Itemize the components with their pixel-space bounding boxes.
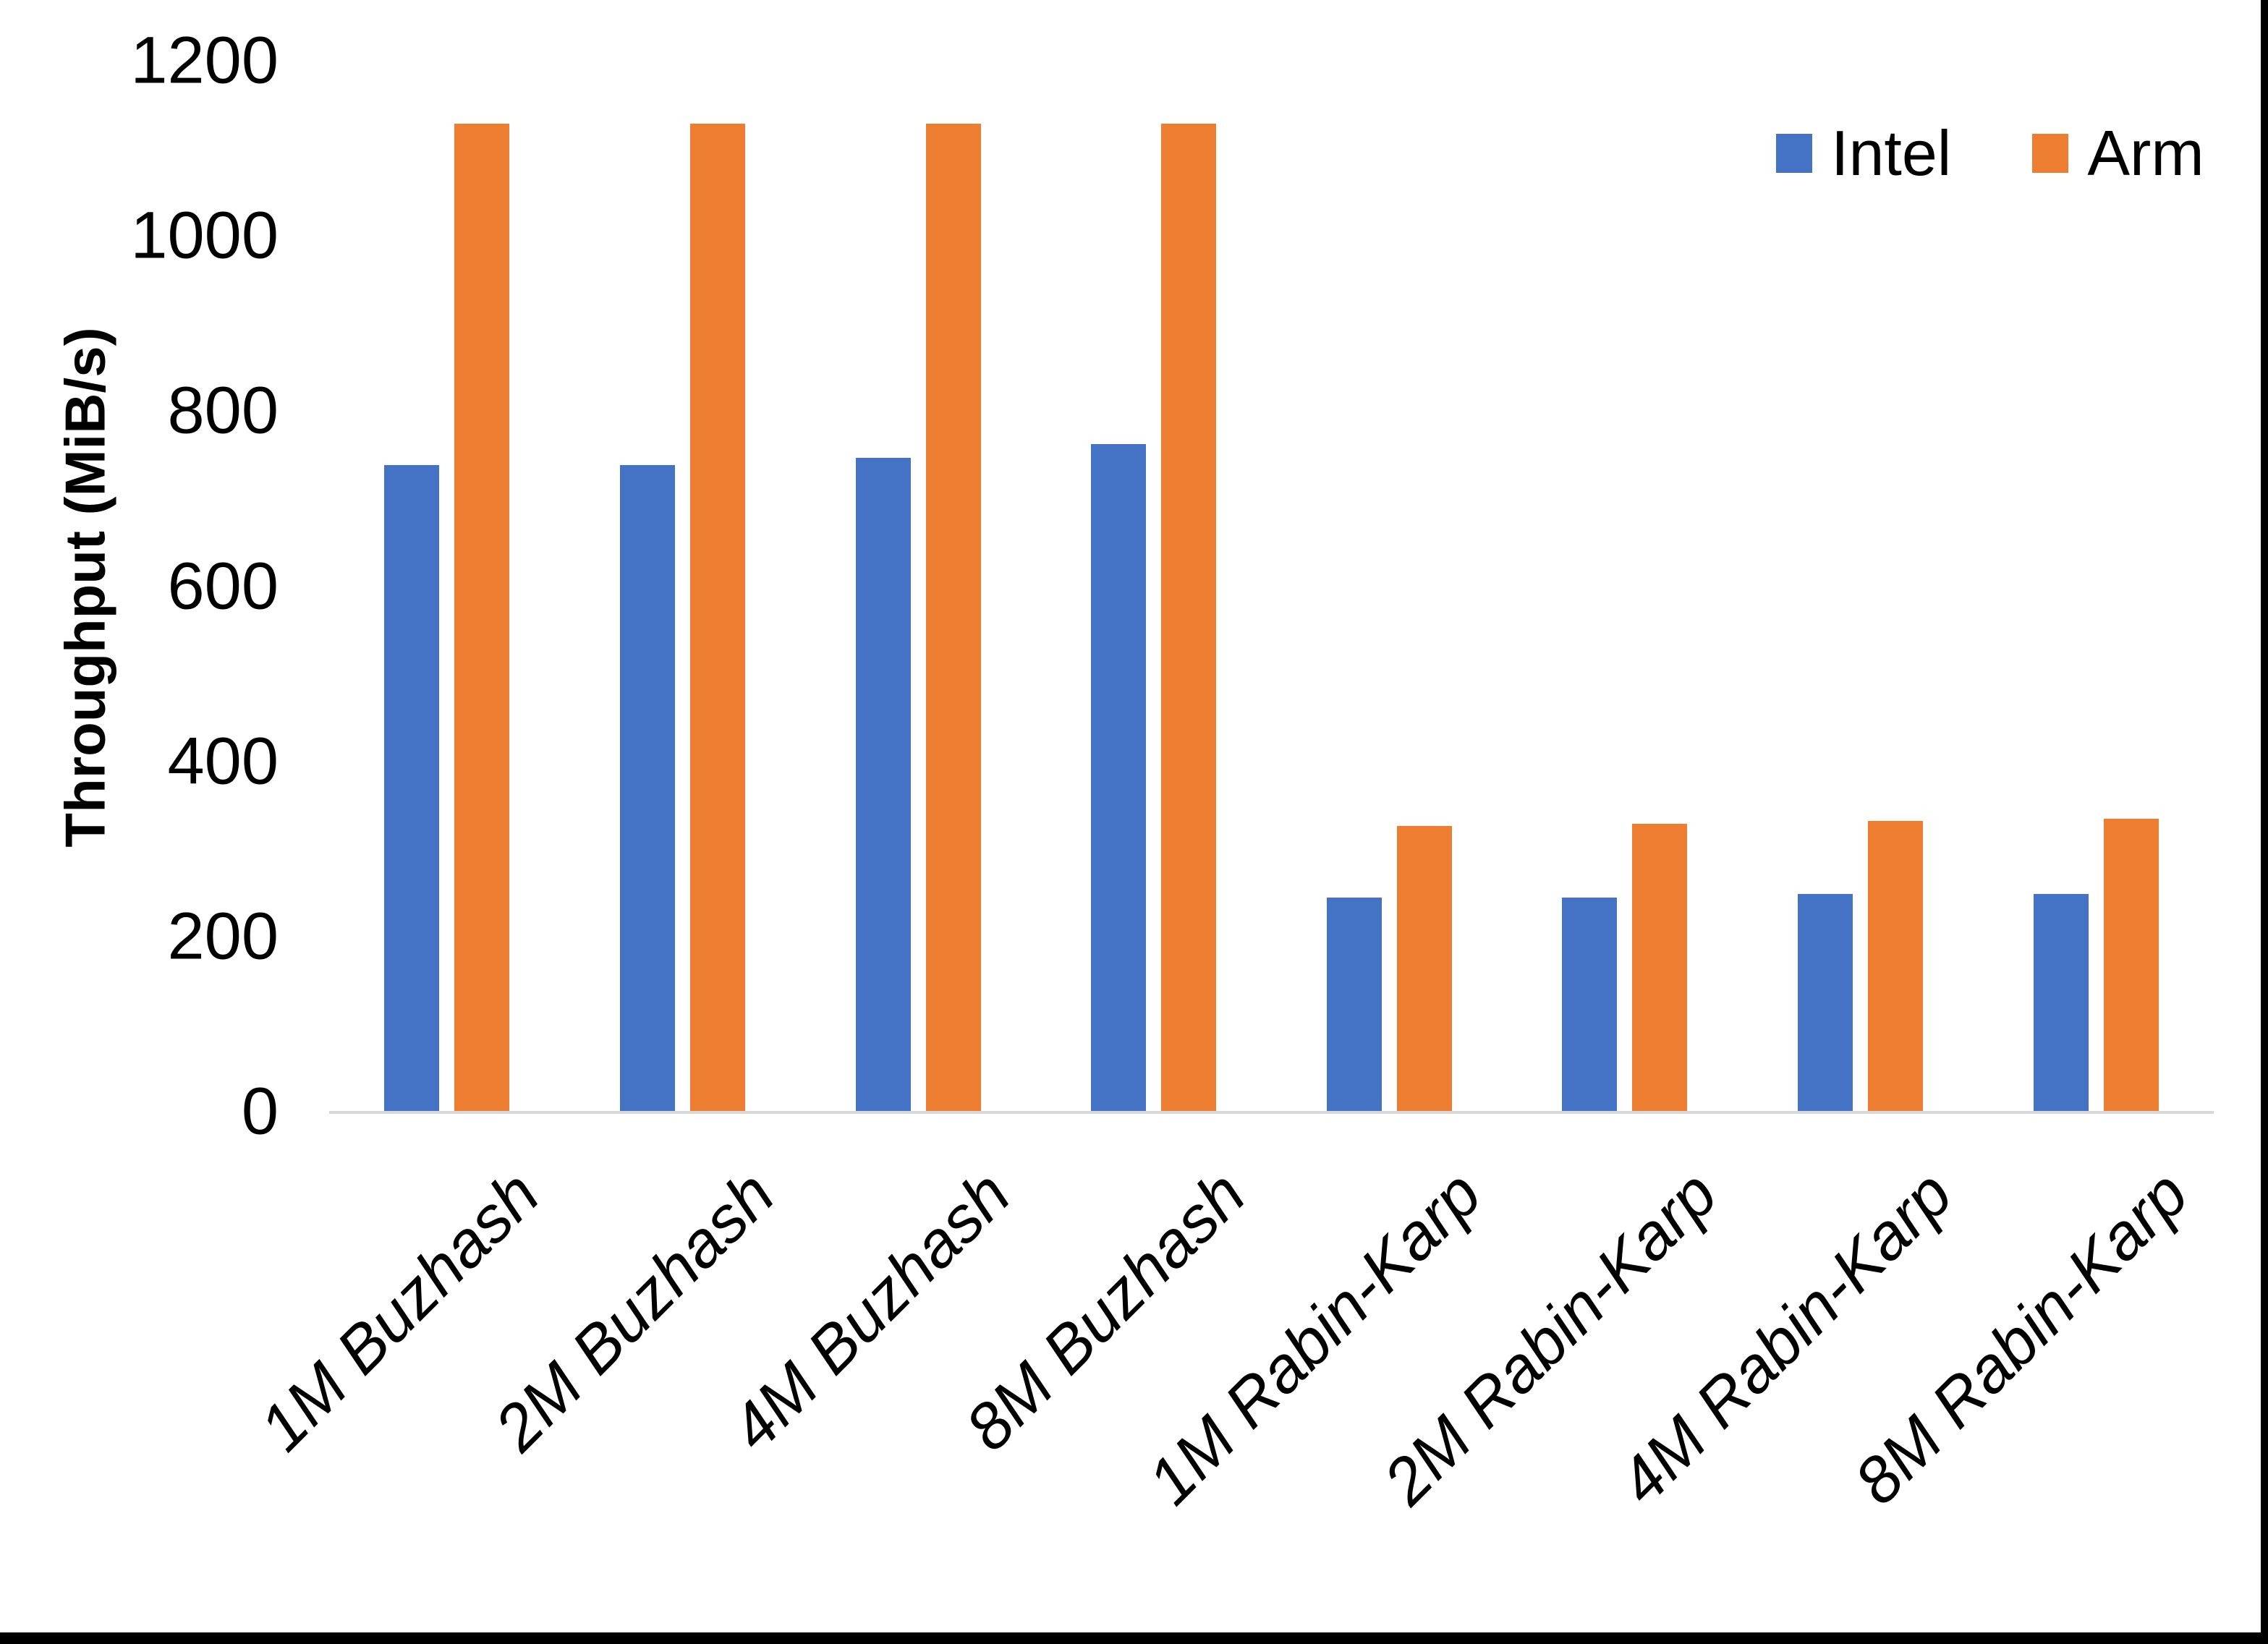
y-tick-1000: 1000 — [130, 198, 279, 273]
legend-item-arm: Arm — [2032, 122, 2204, 185]
legend-item-intel: Intel — [1776, 122, 1951, 185]
bar-arm-1m-buzhash — [454, 123, 510, 1113]
legend-label-arm: Arm — [2087, 117, 2204, 189]
bar-intel-4m-buzhash — [855, 458, 911, 1113]
y-axis-title: Throughput (MiB/s) — [53, 327, 117, 848]
bar-intel-1m-buzhash — [384, 464, 440, 1113]
legend-swatch-intel — [1776, 134, 1812, 173]
bar-arm-2m-rabin-karp — [1632, 824, 1688, 1113]
legend: Intel Arm — [1776, 122, 2204, 185]
bar-intel-2m-rabin-karp — [1562, 898, 1618, 1113]
bar-intel-2m-buzhash — [619, 464, 675, 1113]
y-tick-1200: 1200 — [130, 23, 279, 98]
bar-arm-1m-rabin-karp — [1396, 825, 1452, 1113]
bar-arm-2m-buzhash — [689, 123, 745, 1113]
bar-arm-4m-buzhash — [925, 123, 981, 1113]
y-tick-0: 0 — [241, 1074, 279, 1149]
bar-intel-8m-buzhash — [1091, 443, 1147, 1113]
x-axis-line — [329, 1111, 2214, 1114]
bar-intel-8m-rabin-karp — [2033, 894, 2089, 1113]
bar-intel-4m-rabin-karp — [1798, 894, 1853, 1113]
y-tick-600: 600 — [167, 548, 279, 623]
legend-label-intel: Intel — [1831, 117, 1952, 189]
bar-arm-4m-rabin-karp — [1868, 820, 1924, 1113]
y-tick-800: 800 — [167, 373, 279, 448]
bar-arm-8m-rabin-karp — [2103, 819, 2159, 1113]
y-tick-400: 400 — [167, 724, 279, 798]
bar-intel-1m-rabin-karp — [1326, 898, 1382, 1113]
bar-arm-8m-buzhash — [1161, 123, 1217, 1113]
legend-swatch-arm — [2032, 134, 2069, 173]
y-tick-200: 200 — [167, 899, 279, 974]
